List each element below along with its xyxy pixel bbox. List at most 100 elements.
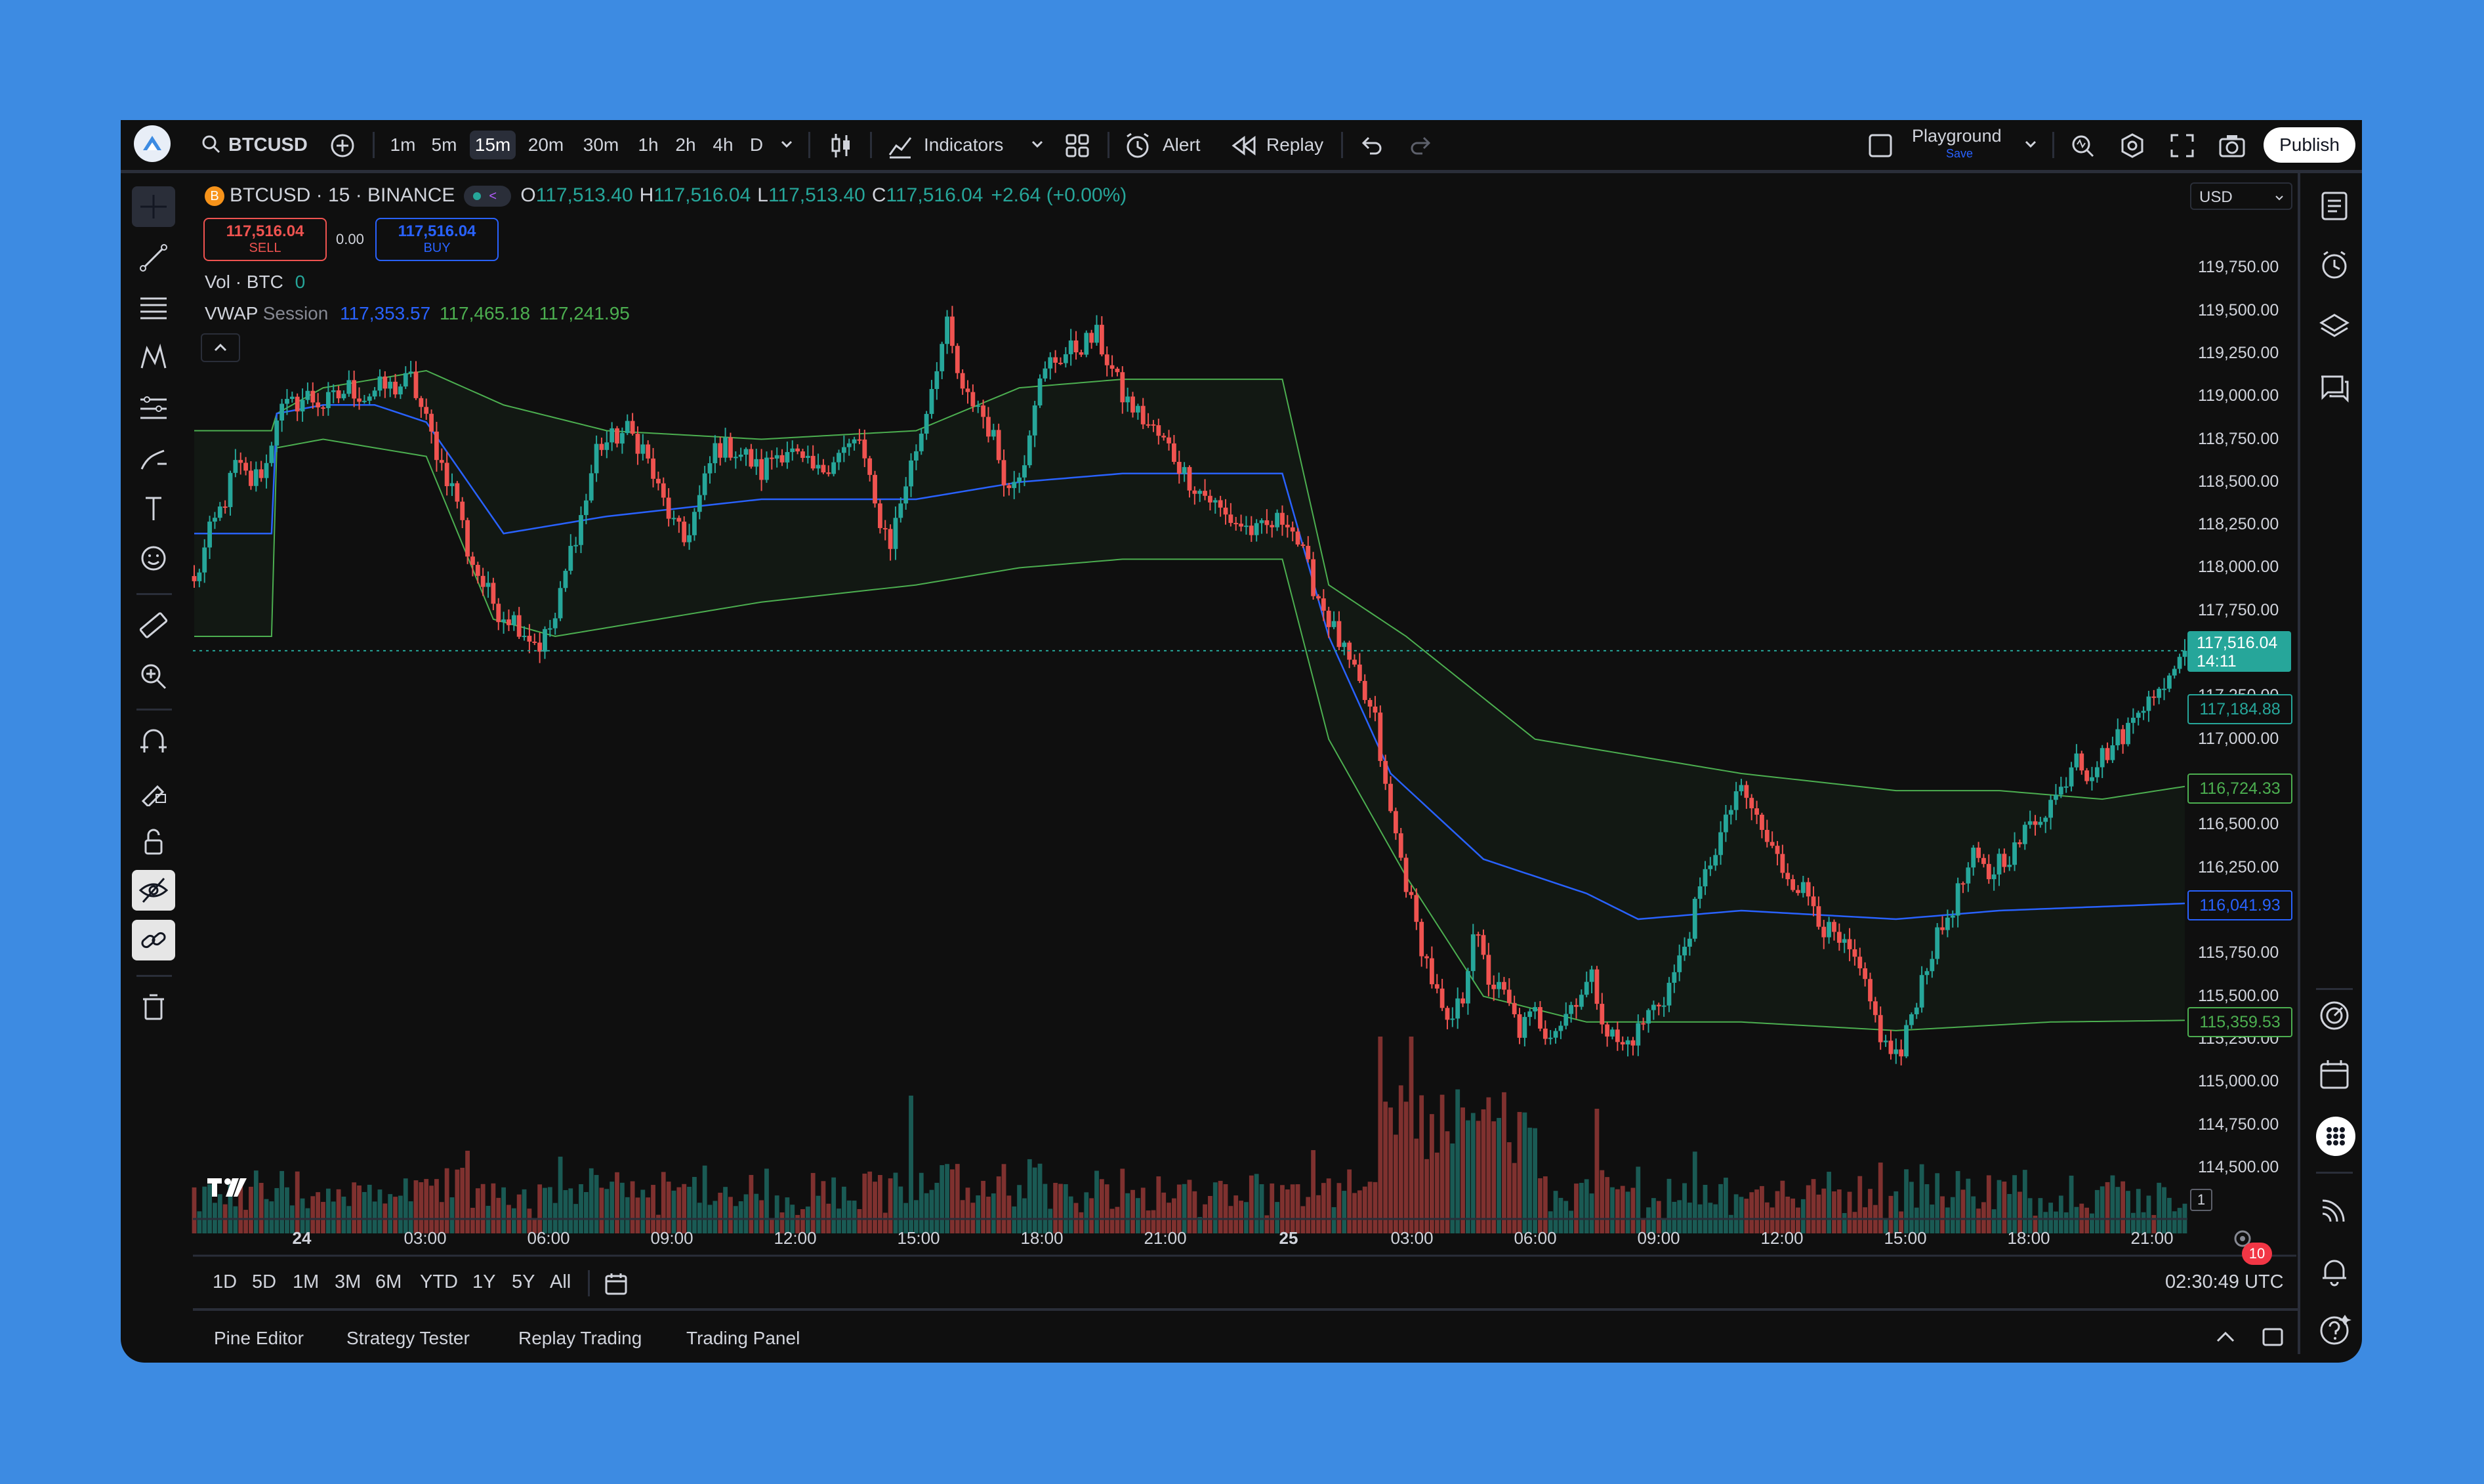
alert-clock-icon[interactable] (1123, 131, 1152, 160)
prediction-tool[interactable] (132, 388, 175, 429)
range-All[interactable]: All (550, 1271, 571, 1292)
publish-button[interactable]: Publish (2264, 127, 2355, 163)
range-6M[interactable]: 6M (375, 1271, 402, 1292)
range-1M[interactable]: 1M (293, 1271, 320, 1292)
target-icon[interactable] (2316, 997, 2355, 1037)
range-1D[interactable]: 1D (213, 1271, 238, 1292)
bottom-tab-strategy-tester[interactable]: Strategy Tester (346, 1328, 470, 1348)
indicators-icon[interactable] (887, 133, 913, 159)
panel-collapse-icon[interactable] (2214, 1328, 2237, 1346)
fullscreen-icon[interactable] (2169, 133, 2195, 159)
apps-grid-icon[interactable] (2315, 1115, 2357, 1157)
camera-icon[interactable] (2218, 133, 2246, 159)
buy-button[interactable]: 117,516.04 BUY (375, 218, 499, 261)
layout-square-icon[interactable] (1867, 133, 1894, 159)
bottom-tab-replay-trading[interactable]: Replay Trading (518, 1328, 642, 1348)
magnet-tool[interactable] (132, 720, 175, 761)
timeframe-dropdown-icon[interactable] (779, 139, 794, 150)
chat-icon[interactable] (2316, 370, 2355, 409)
alerts-clock-icon[interactable] (2316, 247, 2355, 286)
watchlist-icon[interactable] (2316, 188, 2355, 227)
undo-icon[interactable] (1358, 134, 1384, 157)
zoom-in-tool[interactable] (132, 655, 175, 695)
range-YTD[interactable]: YTD (420, 1271, 458, 1292)
range-3M[interactable]: 3M (335, 1271, 362, 1292)
brush-tool[interactable] (132, 438, 175, 479)
price-chart[interactable] (0, 0, 2296, 1312)
volume-bar (1832, 1191, 1836, 1233)
fib-retracement-tool[interactable] (132, 287, 175, 328)
legend-collapse-button[interactable] (201, 333, 240, 362)
timeframe-4h[interactable]: 4h (713, 134, 734, 155)
volume-bar (1434, 1152, 1439, 1233)
compare-add-icon[interactable] (329, 133, 356, 159)
timeframe-30m[interactable]: 30m (583, 134, 619, 155)
timeframe-15m[interactable]: 15m (470, 131, 516, 159)
panel-maximize-icon[interactable] (2261, 1327, 2285, 1348)
indicators-dropdown-icon[interactable] (1030, 139, 1045, 150)
layout-name[interactable]: Playground (1912, 126, 2002, 146)
settings-gear-icon[interactable] (2119, 133, 2145, 159)
symbol-search[interactable]: BTCUSD (228, 134, 308, 155)
candle-type-icon[interactable] (828, 131, 854, 160)
layout-grid-icon[interactable] (1064, 133, 1090, 159)
candle-body (1233, 523, 1239, 525)
timeframe-20m[interactable]: 20m (528, 134, 564, 155)
timeframe-2h[interactable]: 2h (675, 134, 696, 155)
axis-settings-icon[interactable] (2232, 1228, 2253, 1249)
volume-bar (1605, 1177, 1610, 1233)
logo-avatar[interactable] (134, 125, 171, 162)
sync-link-tool[interactable] (132, 920, 175, 960)
trash-tool[interactable] (132, 987, 175, 1027)
calendar-icon[interactable] (2316, 1056, 2355, 1096)
lock-all-tool[interactable] (132, 821, 175, 862)
quick-search-icon[interactable] (2069, 133, 2096, 159)
currency-select[interactable]: USD (2190, 182, 2292, 210)
scale-marker[interactable]: 1 (2190, 1189, 2212, 1211)
volume-bar (687, 1186, 692, 1233)
volume-bar (2012, 1175, 2017, 1233)
layout-dropdown-icon[interactable] (2023, 139, 2038, 150)
layout-save-label[interactable]: Save (1946, 147, 1974, 160)
time-tick-label: 21:00 (2130, 1228, 2174, 1248)
crosshair-tool[interactable] (132, 186, 175, 227)
emoji-tool[interactable] (132, 538, 175, 579)
lock-drawing-tool[interactable] (132, 772, 175, 812)
help-icon[interactable] (2316, 1312, 2355, 1351)
volume-bar (310, 1196, 316, 1233)
notifications-bell-icon[interactable] (2316, 1253, 2355, 1292)
bottom-tab-pine-editor[interactable]: Pine Editor (214, 1328, 304, 1348)
timeframe-5m[interactable]: 5m (431, 134, 457, 155)
bottom-tab-trading-panel[interactable]: Trading Panel (686, 1328, 800, 1348)
pattern-tool[interactable] (132, 337, 175, 378)
replay-button[interactable]: Replay (1266, 134, 1324, 155)
timeframe-D[interactable]: D (749, 134, 764, 155)
indicators-button[interactable]: Indicators (924, 134, 1004, 155)
candle-body (837, 453, 841, 463)
volume-legend[interactable]: Vol · BTC 0 (205, 272, 305, 293)
range-1Y[interactable]: 1Y (472, 1271, 496, 1292)
signal-broadcast-icon[interactable] (2316, 1191, 2355, 1231)
sell-button[interactable]: 117,516.04 SELL (203, 218, 327, 261)
volume-bar (1538, 1178, 1542, 1233)
ruler-measure-tool[interactable] (132, 605, 175, 646)
object-tree-layers-icon[interactable] (2316, 308, 2355, 348)
range-5Y[interactable]: 5Y (512, 1271, 535, 1292)
market-status-pill[interactable]: < (464, 186, 512, 207)
vwap-legend[interactable]: VWAP Session 117,353.57 117,465.18 117,2… (205, 303, 630, 324)
utc-clock[interactable]: 02:30:49 UTC (2165, 1271, 2284, 1292)
trend-line-tool[interactable] (132, 237, 175, 278)
go-to-date-icon[interactable] (604, 1271, 629, 1296)
range-5D[interactable]: 5D (252, 1271, 277, 1292)
volume-bar (862, 1173, 867, 1233)
text-tool[interactable] (132, 488, 175, 529)
timeframe-1m[interactable]: 1m (390, 134, 416, 155)
candle-body (1466, 971, 1470, 1004)
search-icon[interactable] (201, 134, 222, 155)
replay-icon[interactable] (1231, 134, 1257, 157)
redo-icon[interactable] (1408, 134, 1434, 157)
hide-drawings-tool[interactable] (132, 870, 175, 911)
timeframe-1h[interactable]: 1h (638, 134, 659, 155)
symbol-title[interactable]: BTCUSD · 15 · BINANCE (230, 184, 455, 206)
alert-button[interactable]: Alert (1163, 134, 1201, 155)
